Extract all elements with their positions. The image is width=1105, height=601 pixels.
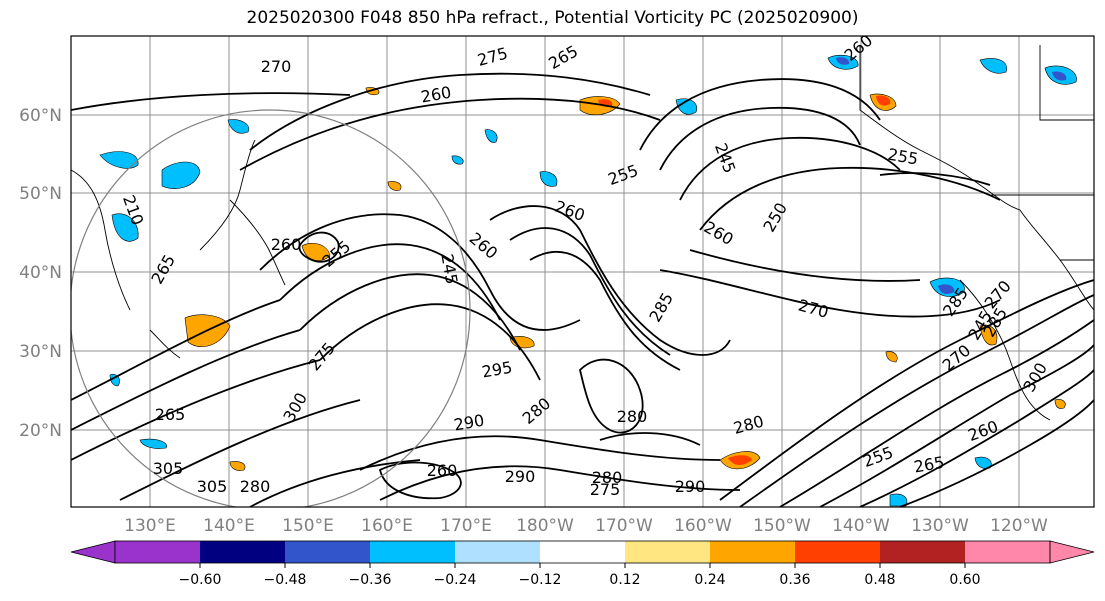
contour-value-label: 275 (590, 480, 621, 499)
contour-value-label: 280 (617, 407, 648, 426)
colorbar-segment (625, 541, 711, 563)
longitude-label: 150°W (753, 516, 811, 536)
colorbar-tick-label: 0.12 (609, 572, 640, 588)
colorbar-tick-label: 0.36 (779, 572, 810, 588)
contour-value-label: 305 (197, 477, 228, 496)
longitude-label: 140°W (832, 516, 890, 536)
pv-negative-areas (99, 54, 1077, 507)
colorbar-tick-label: −0.60 (179, 572, 222, 588)
longitude-label: 170°E (440, 516, 492, 536)
colorbar-segment (200, 541, 286, 563)
contour-value-label: 280 (592, 468, 623, 487)
colorbar-segment (455, 541, 541, 563)
contour-value-label: 305 (153, 459, 184, 478)
colorbar-tick-label: −0.12 (519, 572, 562, 588)
latitude-label: 40°N (19, 263, 62, 283)
longitude-label: 180°W (516, 516, 574, 536)
latitude-label: 20°N (19, 421, 62, 441)
longitude-label: 130°W (911, 516, 969, 536)
colorbar-tick-label: 0.48 (864, 572, 895, 588)
colorbar-segment (710, 541, 796, 563)
colorbar-tick-label: 0.24 (694, 572, 725, 588)
longitude-label: 160°W (674, 516, 732, 536)
colorbar-segment (880, 541, 966, 563)
colorbar-segment (795, 541, 881, 563)
pv-negative-strong (836, 57, 1067, 294)
map-title: 2025020300 F048 850 hPa refract., Potent… (246, 8, 859, 28)
colorbar-extend-high (1049, 540, 1095, 564)
contour-value-label: 290 (505, 467, 536, 486)
colorbar-segment (285, 541, 371, 563)
longitude-labels: 130°E 140°E 150°E 160°E 170°E 180°W 170°W 160°W… (124, 516, 1048, 536)
latitude-label: 50°N (19, 184, 62, 204)
coastlines (71, 45, 1094, 421)
colorbar-segment (540, 541, 626, 563)
latitude-label: 60°N (19, 106, 62, 126)
colorbar-tick-label: 0.60 (949, 572, 980, 588)
colorbar-segment (965, 541, 1051, 563)
contour-lines (71, 72, 1094, 507)
colorbar-tick-label: −0.48 (264, 572, 307, 588)
longitude-label: 150°E (282, 516, 334, 536)
contour-value-label: 290 (675, 477, 706, 496)
map-frame (70, 35, 1095, 508)
graticule (71, 36, 1094, 507)
longitude-label: 140°E (203, 516, 255, 536)
contour-value-label: 265 (155, 405, 186, 424)
contour-value-label: 280 (240, 477, 271, 496)
latitude-labels: 60°N 50°N 40°N 30°N 20°N (19, 106, 62, 441)
longitude-label: 170°W (595, 516, 653, 536)
colorbar-frame (114, 540, 1051, 564)
colorbar: −0.60 −0.48 −0.36 −0.24 −0.12 0.12 0.24 0.36 0.4… (70, 540, 1095, 588)
contour-value-label: 270 (261, 57, 292, 76)
contour-value-label: 260 (427, 461, 458, 480)
colorbar-tick-label: −0.36 (349, 572, 392, 588)
colorbar-segment (115, 541, 201, 563)
colorbar-tick-label: −0.24 (434, 572, 477, 588)
colorbar-extend-low (70, 540, 116, 564)
longitude-label: 120°W (990, 516, 1048, 536)
longitude-label: 130°E (124, 516, 176, 536)
longitude-label: 160°E (361, 516, 413, 536)
latitude-label: 30°N (19, 342, 62, 362)
colorbar-segment (370, 541, 456, 563)
range-circle (71, 109, 471, 507)
contour-value-label: 260 (271, 235, 302, 254)
